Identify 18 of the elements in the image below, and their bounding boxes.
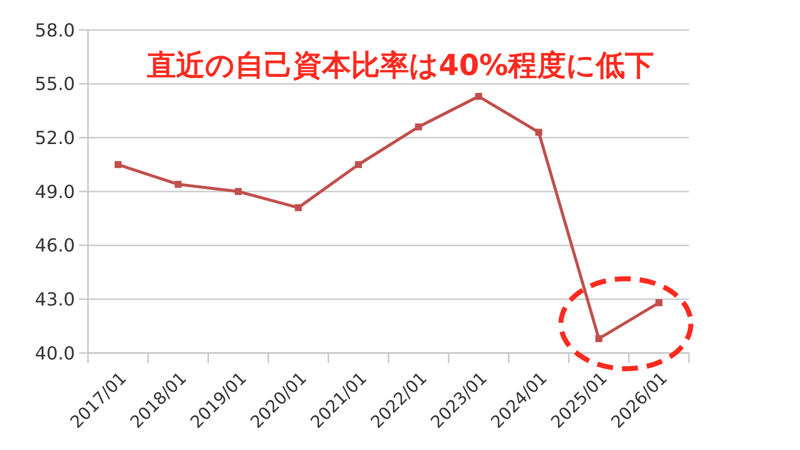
y-tick-label: 49.0 [34,182,75,203]
point [595,335,602,342]
point [415,123,422,130]
y-tick-label: 58.0 [34,20,75,42]
point [234,188,242,195]
point [475,92,482,100]
point [535,128,542,136]
y-tick-label: 52.0 [34,128,75,149]
text: 直近の自己資本比率は40%程度に低下 [146,48,654,82]
point [655,299,662,306]
point [294,204,302,212]
point [114,161,122,168]
y-tick-label: 43.0 [34,289,75,310]
y-tick-label: 46.0 [34,236,75,257]
point [354,161,362,168]
point [174,180,182,188]
y-tick-label: 40.0 [34,343,75,364]
y-tick-label: 55.0 [34,74,75,96]
